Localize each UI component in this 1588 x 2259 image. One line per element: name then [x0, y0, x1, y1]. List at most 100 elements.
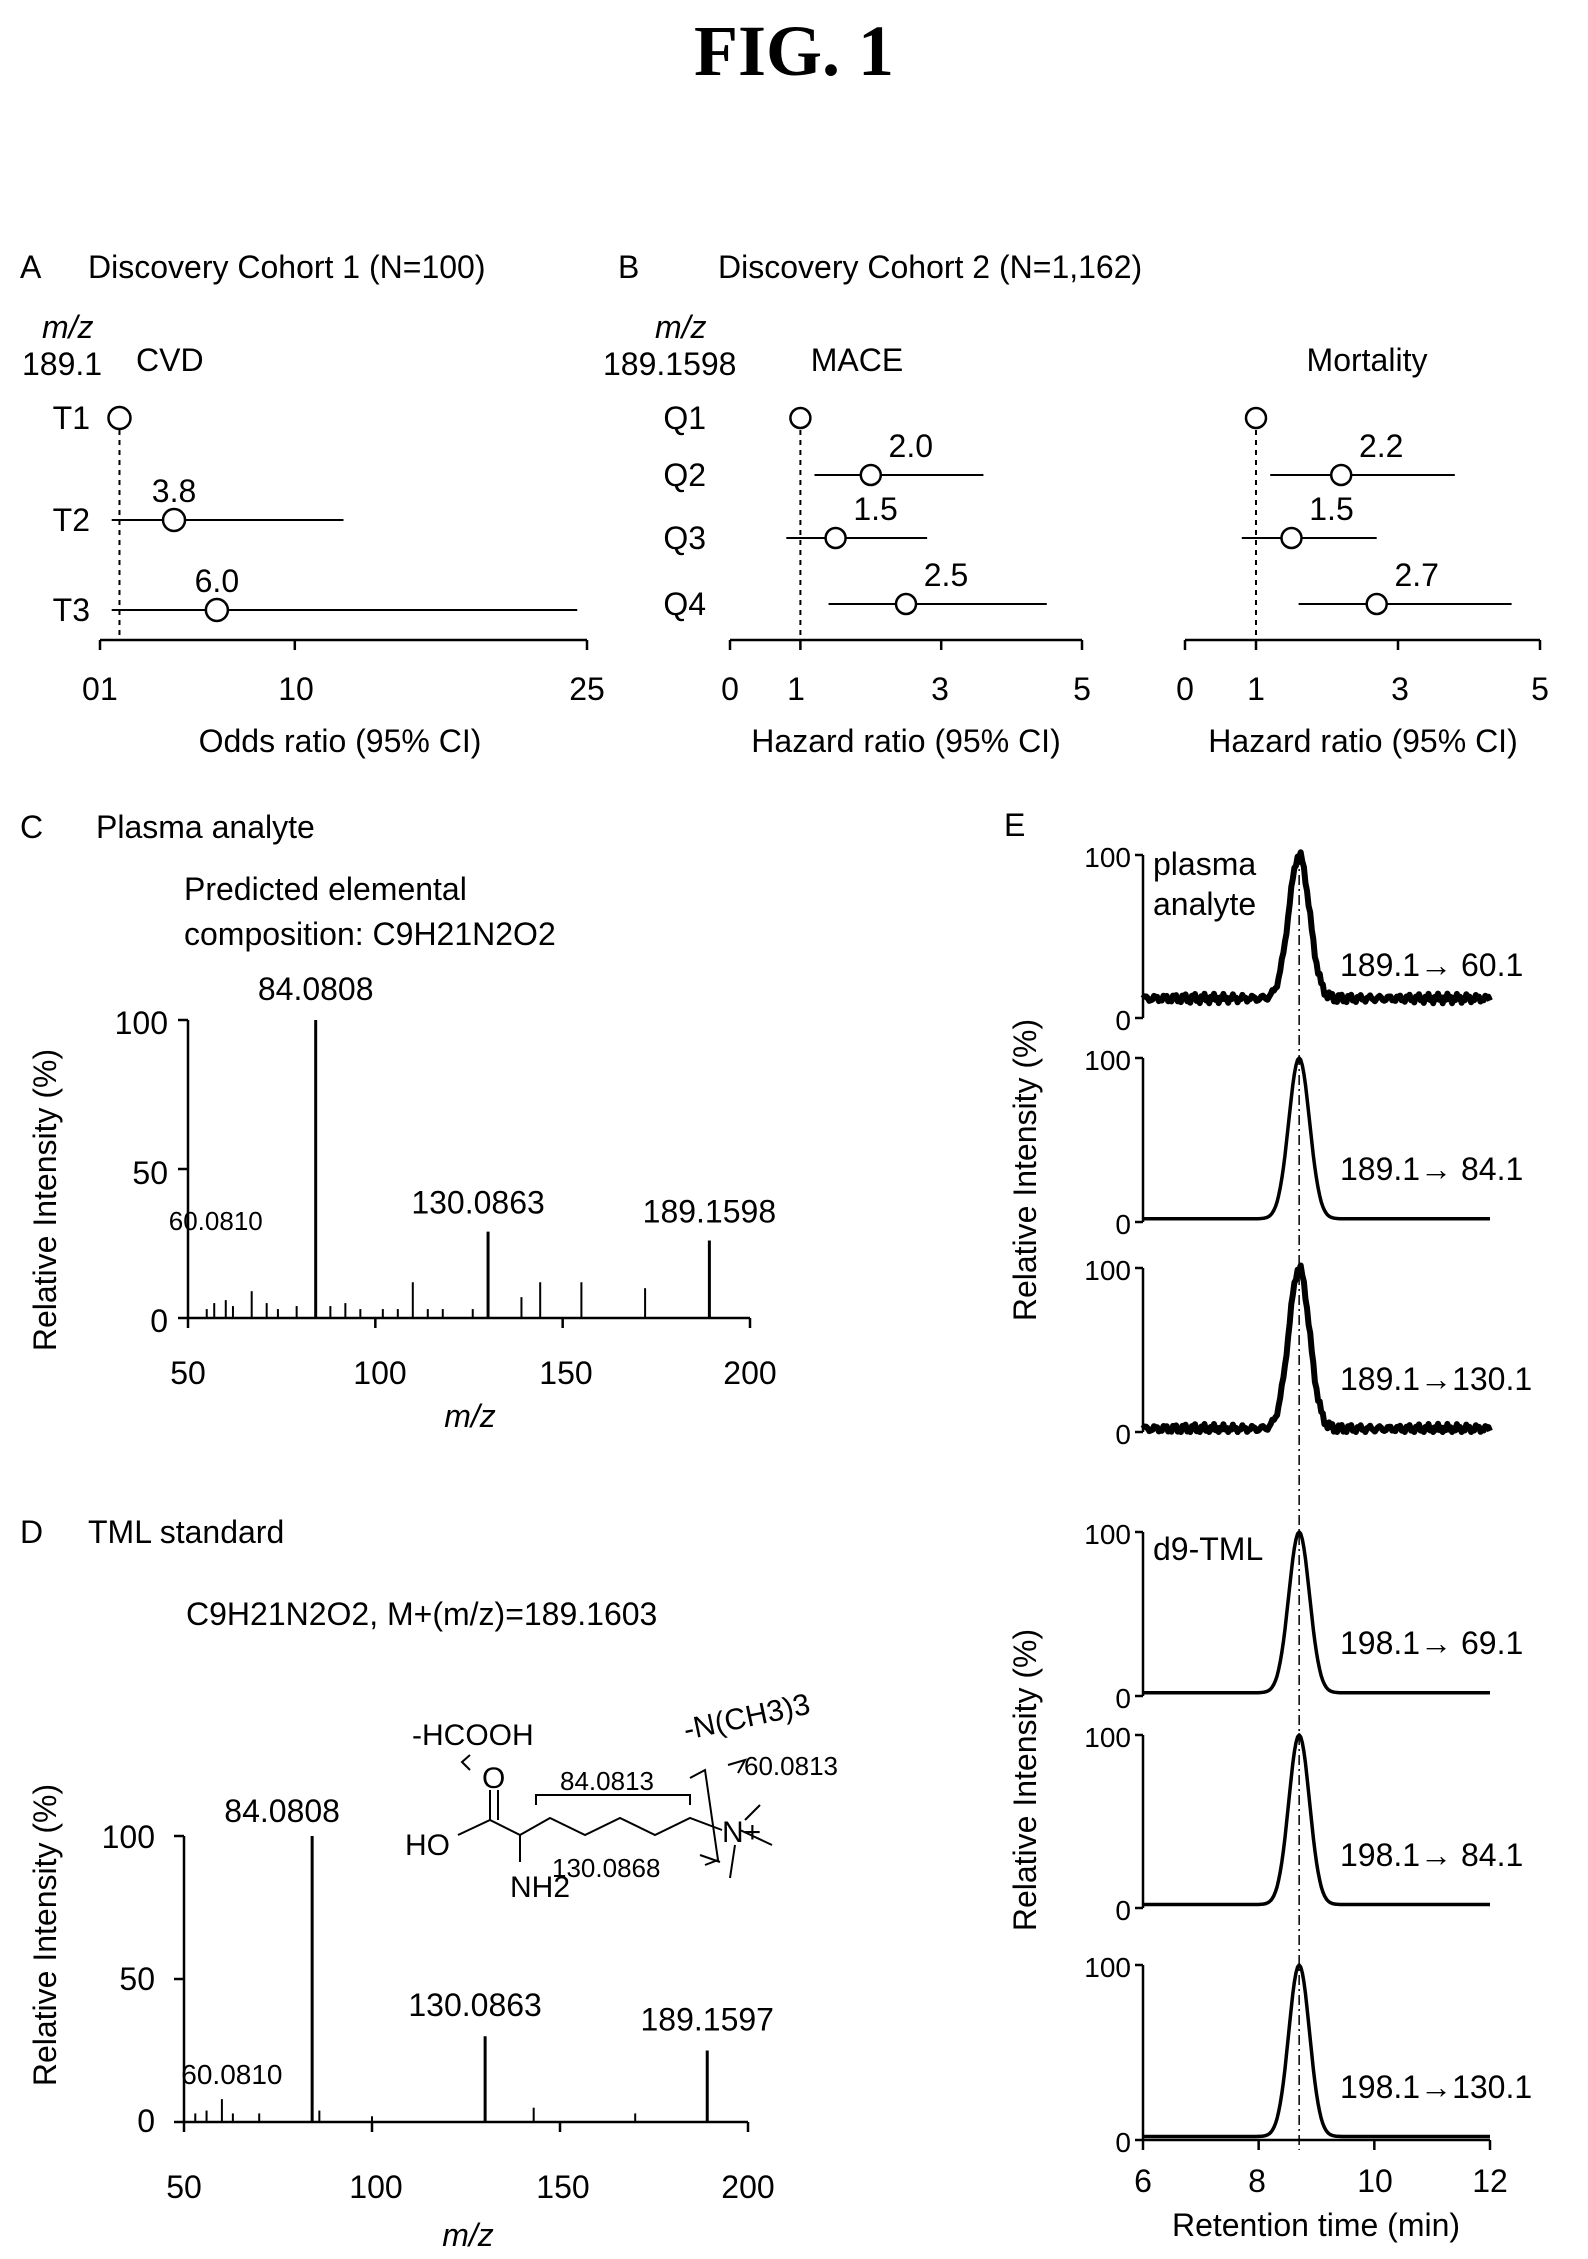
y-tick-label-100: 100: [1084, 842, 1131, 873]
panel-d-mass-spectrum: D TML standard C9H21N2O2, M+(m/z)=189.16…: [20, 1514, 838, 2253]
chromatogram-trace: [1140, 849, 1493, 1007]
estimate-point-q2: [1329, 463, 1353, 487]
methyl-bond-2: [729, 1844, 736, 1879]
panel-d-xtick-200: 200: [721, 2169, 774, 2205]
panel-e-letter: E: [1004, 807, 1025, 843]
fragment-130-arrow: [699, 1854, 721, 1863]
y-tick-label-0: 0: [1115, 1683, 1131, 1714]
structure-ho-label: HO: [405, 1829, 450, 1862]
methyl-bond-3: [744, 1804, 761, 1821]
panel-a-title: Discovery Cohort 1 (N=100): [88, 249, 485, 285]
panel-c-ytick-50: 50: [132, 1155, 168, 1191]
structure-nplus-label: N+: [722, 1816, 761, 1849]
transition-label: 189.1→ 60.1: [1340, 947, 1523, 983]
b2-tick-3: 3: [1391, 671, 1409, 707]
panel-a-letter: A: [20, 249, 42, 285]
panel-a-outcome: CVD: [136, 342, 204, 378]
panel-e-xtick-10: 10: [1357, 2163, 1393, 2199]
transition-label: 198.1→ 84.1: [1340, 1837, 1523, 1873]
methyl-bond-1: [739, 1829, 773, 1846]
panel-a-xlabel: Odds ratio (95% CI): [199, 723, 482, 759]
trace-label-d9-tml: d9-TML: [1153, 1531, 1263, 1567]
estimate-point-q1: [1244, 406, 1268, 430]
panel-c-xtick-150: 150: [539, 1355, 592, 1391]
chromatogram-trace: [1142, 1733, 1491, 1907]
b2-tick-0: 0: [1176, 671, 1194, 707]
estimate-value-label-t2: 3.8: [152, 473, 196, 509]
panel-c-ytick-100: 100: [115, 1005, 168, 1041]
peak-label-60-0810: 60.0810: [169, 1206, 263, 1236]
panel-e-xlabel: Retention time (min): [1172, 2207, 1460, 2243]
panel-e-ylabel-bottom: Relative Intensity (%): [1007, 1629, 1043, 1931]
panel-a-forest-plot: A Discovery Cohort 1 (N=100) m/z 189.1 C…: [20, 249, 605, 759]
y-tick-label-0: 0: [1115, 2127, 1131, 2158]
chromatogram-trace: [1142, 1056, 1491, 1221]
tml-structure-diagram: -HCOOH -N(CH3)3 84.0813 60.0813 130.0868…: [405, 1688, 838, 1904]
category-label-q2: Q2: [663, 457, 706, 493]
peak-label-84-0808: 84.0808: [224, 1793, 340, 1829]
y-tick-label-0: 0: [1115, 1209, 1131, 1240]
fragment-60-cleavage-mark: [689, 1768, 720, 1866]
b1-tick-1: 1: [787, 671, 805, 707]
panel-c-ytick-0: 0: [150, 1303, 168, 1339]
panel-a-plot-area: T1 T2 3.8 T3 6.0: [53, 400, 589, 650]
fragment-60-arrow: [727, 1758, 748, 1774]
panel-d-xlabel: m/z: [442, 2217, 494, 2253]
panel-d-xtick-150: 150: [536, 2169, 589, 2205]
panel-a-tick-1: 1: [100, 671, 118, 707]
transition-label: 198.1→130.1: [1340, 2069, 1532, 2105]
estimate-point-q4: [1365, 592, 1388, 616]
panel-c-xtick-200: 200: [723, 1355, 776, 1391]
panel-d-formula: C9H21N2O2, M+(m/z)=189.1603: [186, 1596, 657, 1632]
panel-b-mz-value: 189.1598: [603, 346, 736, 382]
panel-d-xtick-100: 100: [349, 2169, 402, 2205]
estimate-point-q3: [824, 526, 847, 550]
panel-c-ylabel: Relative Intensity (%): [27, 1049, 63, 1351]
peak-label-189-1597: 189.1597: [641, 2002, 774, 2038]
structure-nh2-label: NH2: [510, 1871, 570, 1904]
panel-e-xtick-8: 8: [1248, 2163, 1266, 2199]
panel-b-title: Discovery Cohort 2 (N=1,162): [718, 249, 1142, 285]
fragment-84-bracket: [535, 1794, 691, 1805]
estimate-value-label-q3: 1.5: [1309, 491, 1353, 527]
panel-b-mace-plot-area: Q1 Q2 2.0 Q3 1.5 Q4 2.5: [663, 400, 1084, 650]
panel-e-chromatograms: E Relative Intensity (%) Relative Intens…: [1004, 807, 1532, 2243]
panel-d-plot-area: 84.0808 130.0863 189.1597 60.0810: [174, 1793, 774, 2132]
b2-tick-5: 5: [1531, 671, 1549, 707]
b2-xlabel: Hazard ratio (95% CI): [1208, 723, 1517, 759]
transition-label: 189.1→ 84.1: [1340, 1151, 1523, 1187]
structure-o-label: O: [482, 1762, 505, 1795]
panel-b-letter: B: [618, 249, 639, 285]
y-tick-label-0: 0: [1115, 1895, 1131, 1926]
y-tick-label-100: 100: [1084, 1045, 1131, 1076]
estimate-point-q4: [894, 592, 918, 616]
category-label-t2: T2: [53, 502, 90, 538]
panel-c-composition-line1: Predicted elemental: [184, 871, 467, 907]
trace-label-analyte: analyte: [1153, 886, 1256, 922]
panel-d-ytick-0: 0: [137, 2103, 155, 2139]
panel-c-mass-spectrum: C Plasma analyte Predicted elemental com…: [20, 809, 777, 1434]
peak-label-130-0863: 130.0863: [411, 1185, 544, 1221]
panel-b-mz-label: m/z: [655, 309, 707, 345]
estimate-point-q1: [789, 406, 812, 430]
trace-label-plasma: plasma: [1153, 846, 1256, 882]
panel-d-ytick-100: 100: [102, 1819, 155, 1855]
panel-c-letter: C: [20, 809, 43, 845]
b2-tick-1: 1: [1247, 671, 1265, 707]
peak-label-189-1598: 189.1598: [643, 1194, 776, 1230]
estimate-value-label-q3: 1.5: [853, 491, 897, 527]
panel-d-letter: D: [20, 1514, 43, 1550]
structure-frag130-label: 130.0868: [552, 1853, 660, 1883]
panel-d-ytick-50: 50: [119, 1961, 155, 1997]
y-tick-label-100: 100: [1084, 1519, 1131, 1550]
panel-c-xlabel: m/z: [444, 1398, 496, 1434]
category-label-q4: Q4: [663, 586, 706, 622]
estimate-point-q3: [1280, 526, 1303, 550]
y-tick-label-0: 0: [1115, 1419, 1131, 1450]
panel-e-plot-area: 100 0 plasma analyte 189.1→ 60.1 100 0 189.1→ 8…: [1084, 842, 1532, 2158]
panel-a-tick-25: 25: [569, 671, 605, 707]
structure-frag60-label: 60.0813: [744, 1751, 838, 1781]
figure-title: FIG. 1: [694, 11, 894, 91]
panel-c-xtick-50: 50: [170, 1355, 206, 1391]
estimate-point-t2: [161, 507, 187, 533]
